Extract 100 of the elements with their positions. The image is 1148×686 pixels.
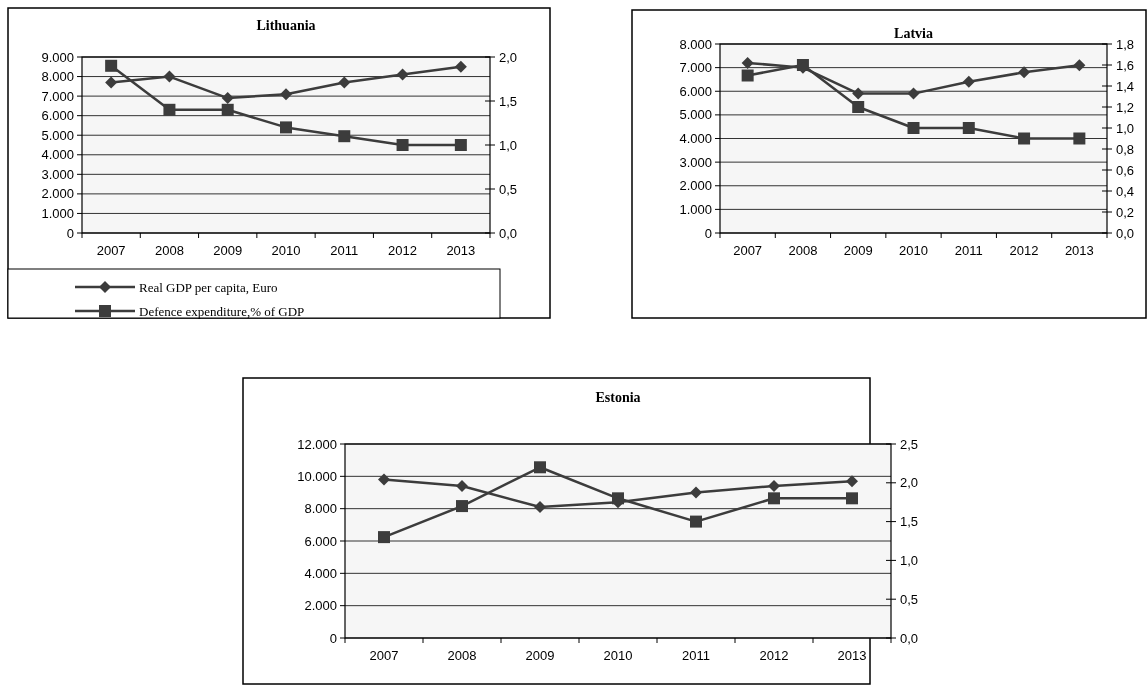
- y2-tick-label: 2,0: [499, 49, 518, 65]
- chart-title: Lithuania: [256, 18, 316, 33]
- point: [280, 88, 292, 101]
- x-tick-label: 2008: [154, 243, 184, 258]
- point: [221, 103, 234, 116]
- x-tick-label: 2013: [1064, 243, 1094, 258]
- x-tick-label: 2008: [447, 648, 477, 663]
- legend-label: Real GDP per capita, Euro: [139, 279, 278, 295]
- x-tick-label: 2011: [682, 648, 710, 663]
- point: [741, 69, 754, 82]
- point: [1018, 132, 1031, 145]
- point: [163, 70, 176, 83]
- y2-tick-label: 0,0: [900, 630, 919, 646]
- y-tick-label: 2.000: [41, 186, 74, 202]
- y-tick-label: 9.000: [41, 49, 74, 65]
- chart-title: Estonia: [595, 390, 641, 405]
- x-tick-label: 2010: [899, 243, 928, 258]
- point: [741, 56, 754, 69]
- point: [456, 480, 468, 493]
- legend-label: Defence expenditure,% of GDP: [139, 303, 305, 319]
- x-tick-label: 2010: [603, 648, 633, 663]
- x-tick-label: 2007: [369, 648, 399, 663]
- y2-tick-label: 0,0: [499, 225, 518, 241]
- y-tick-label: 5.000: [41, 127, 74, 143]
- point: [221, 92, 234, 105]
- point: [768, 480, 780, 493]
- y2-tick-label: 1,8: [1116, 36, 1135, 52]
- point: [1073, 59, 1086, 72]
- point: [690, 515, 702, 528]
- chart-title: Latvia: [894, 26, 933, 41]
- y-tick-label: 12.000: [297, 436, 337, 452]
- y-tick-label: 10.000: [297, 468, 337, 484]
- point: [534, 501, 546, 514]
- point: [456, 500, 468, 513]
- point: [280, 121, 292, 134]
- y-tick-label: 5.000: [679, 107, 712, 123]
- x-tick-label: 2007: [733, 243, 763, 258]
- y2-tick-label: 1,0: [1116, 120, 1135, 136]
- y2-tick-label: 1,6: [1116, 57, 1135, 73]
- x-tick-label: 2010: [271, 243, 301, 258]
- x-tick-label: 2012: [759, 648, 789, 663]
- y-tick-label: 7.000: [679, 60, 712, 76]
- y-tick-label: 0: [704, 225, 712, 241]
- y2-tick-label: 1,2: [1116, 99, 1135, 115]
- point: [852, 101, 865, 113]
- x-tick-label: 2012: [1009, 243, 1039, 258]
- point: [907, 122, 920, 134]
- point: [962, 122, 975, 134]
- point: [163, 103, 176, 116]
- x-tick-label: 2008: [788, 243, 818, 258]
- x-tick-label: 2009: [843, 243, 873, 258]
- y-tick-label: 0: [66, 225, 74, 241]
- x-tick-label: 2011: [330, 243, 359, 258]
- point: [378, 473, 390, 486]
- y-tick-label: 6.000: [679, 83, 712, 99]
- point: [105, 76, 118, 89]
- y2-tick-label: 0,8: [1116, 141, 1135, 157]
- point: [846, 475, 858, 488]
- point: [338, 76, 351, 89]
- y-tick-label: 3.000: [41, 166, 74, 182]
- y2-tick-label: 2,0: [900, 475, 919, 491]
- y2-tick-label: 0,5: [900, 591, 919, 607]
- y2-tick-label: 1,0: [499, 137, 518, 153]
- x-tick-label: 2009: [525, 648, 555, 663]
- point: [338, 130, 351, 143]
- point: [852, 87, 865, 100]
- x-tick-label: 2013: [837, 648, 867, 663]
- point: [846, 492, 858, 505]
- y-tick-label: 4.000: [41, 147, 74, 163]
- point: [454, 60, 467, 73]
- x-tick-label: 2007: [96, 243, 126, 258]
- y2-tick-label: 1,0: [900, 552, 919, 568]
- x-tick-label: 2011: [954, 243, 983, 258]
- y2-tick-label: 2,5: [900, 436, 919, 452]
- x-tick-label: 2013: [446, 243, 476, 258]
- point: [105, 59, 118, 72]
- point: [690, 486, 702, 499]
- y-tick-label: 8.000: [41, 69, 74, 85]
- y2-tick-label: 1,5: [499, 93, 518, 109]
- x-tick-label: 2012: [388, 243, 418, 258]
- point: [1018, 66, 1031, 79]
- point: [962, 75, 975, 88]
- y2-tick-label: 1,4: [1116, 78, 1135, 94]
- y-tick-label: 4.000: [679, 131, 712, 147]
- y-tick-label: 8.000: [304, 501, 337, 517]
- y2-tick-label: 0,5: [499, 181, 518, 197]
- y-tick-label: 1.000: [679, 201, 712, 217]
- y-tick-label: 8.000: [679, 36, 712, 52]
- y2-tick-label: 0,6: [1116, 162, 1135, 178]
- y2-tick-label: 0,0: [1116, 225, 1135, 241]
- y-tick-label: 6.000: [41, 108, 74, 124]
- point: [378, 531, 390, 544]
- y2-tick-label: 0,4: [1116, 183, 1135, 199]
- y-tick-label: 2.000: [679, 178, 712, 194]
- point: [454, 139, 467, 151]
- point: [768, 492, 780, 505]
- point: [1073, 132, 1086, 145]
- y-tick-label: 3.000: [679, 154, 712, 170]
- y2-tick-label: 0,2: [1116, 204, 1135, 220]
- y-tick-label: 1.000: [41, 205, 74, 221]
